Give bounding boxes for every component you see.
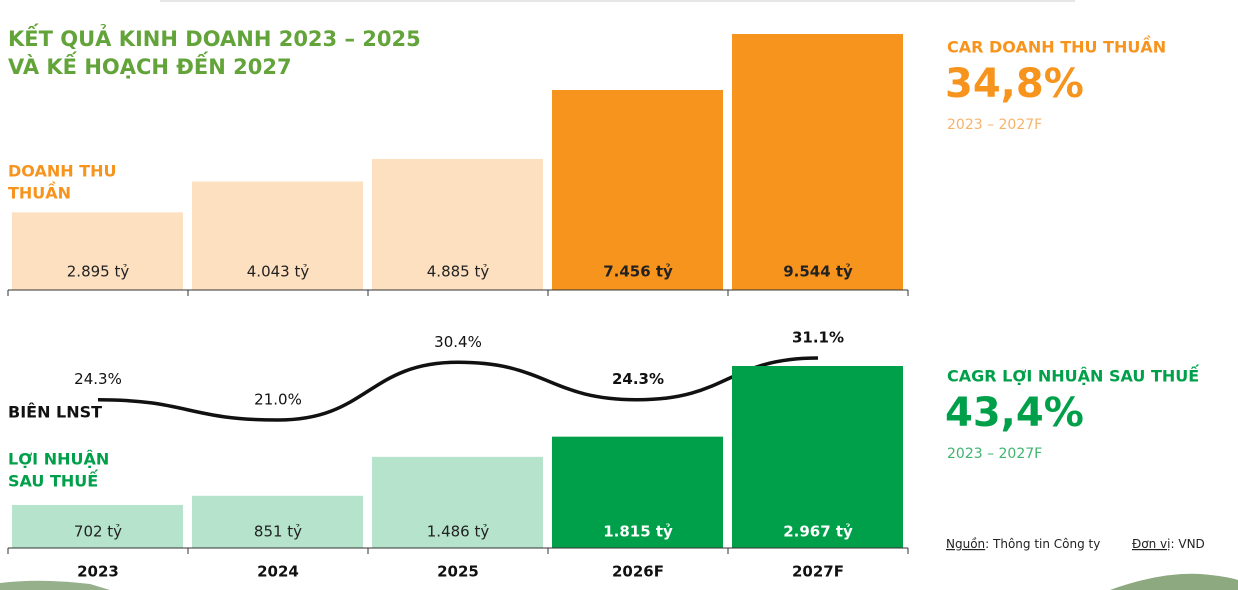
value-label: 4.043 tỷ <box>247 263 310 281</box>
value-label: 31.1% <box>792 329 844 347</box>
unit-note: Đơn vị: VND <box>1132 537 1205 551</box>
bar <box>192 495 363 548</box>
stat-value: 43,4% <box>945 390 1084 436</box>
bar <box>12 212 183 290</box>
series-label: LỢI NHUẬN <box>8 449 109 469</box>
bar <box>372 456 543 548</box>
bar <box>552 436 723 548</box>
hill-decor <box>1110 573 1238 590</box>
value-label: 4.885 tỷ <box>427 263 490 281</box>
stat-period: 2023 – 2027F <box>947 117 1042 133</box>
value-label: 2.967 tỷ <box>783 523 853 541</box>
bar <box>732 34 903 290</box>
bar <box>192 181 363 290</box>
series-label: THUẦN <box>8 182 71 203</box>
x-tick-label: 2023 <box>77 563 119 581</box>
bar <box>552 90 723 290</box>
value-label: 702 tỷ <box>74 523 122 541</box>
bar <box>372 158 543 290</box>
value-label: 24.3% <box>612 370 664 388</box>
value-label: 24.3% <box>74 370 122 388</box>
value-label: 9.544 tỷ <box>783 263 853 281</box>
unit-text: : VND <box>1171 537 1205 551</box>
value-label: 1.815 tỷ <box>603 523 673 541</box>
stat-value: 34,8% <box>945 61 1084 107</box>
series-label: SAU THUẾ <box>8 470 98 491</box>
x-tick-label: 2024 <box>257 563 299 581</box>
bar <box>732 366 903 548</box>
value-label: 2.895 tỷ <box>67 263 130 281</box>
x-tick-label: 2026F <box>612 563 664 581</box>
x-tick-label: 2027F <box>792 563 844 581</box>
source-note: Nguồn: Thông tin Công ty <box>946 537 1100 551</box>
stat-title: CAGR LỢI NHUẬN SAU THUẾ <box>947 365 1199 386</box>
source-label: Nguồn <box>946 537 985 551</box>
value-label: 21.0% <box>254 391 302 409</box>
bar <box>12 504 183 548</box>
value-label: 30.4% <box>434 333 482 351</box>
series-label: DOANH THU <box>8 162 116 181</box>
hill-decor <box>0 580 110 590</box>
value-label: 851 tỷ <box>254 523 302 541</box>
source-text: : Thông tin Công ty <box>985 537 1100 551</box>
unit-label: Đơn vị <box>1132 537 1171 551</box>
value-label: 1.486 tỷ <box>427 523 490 541</box>
stat-title: CAR DOANH THU THUẦN <box>947 36 1166 57</box>
title-line: VÀ KẾ HOẠCH ĐẾN 2027 <box>8 51 292 79</box>
series-label: BIÊN LNST <box>8 403 102 422</box>
stat-period: 2023 – 2027F <box>947 446 1042 462</box>
x-tick-label: 2025 <box>437 563 479 581</box>
value-label: 7.456 tỷ <box>603 263 673 281</box>
margin-line <box>97 356 819 422</box>
title-line: KẾT QUẢ KINH DOANH 2023 – 2025 <box>8 23 421 51</box>
